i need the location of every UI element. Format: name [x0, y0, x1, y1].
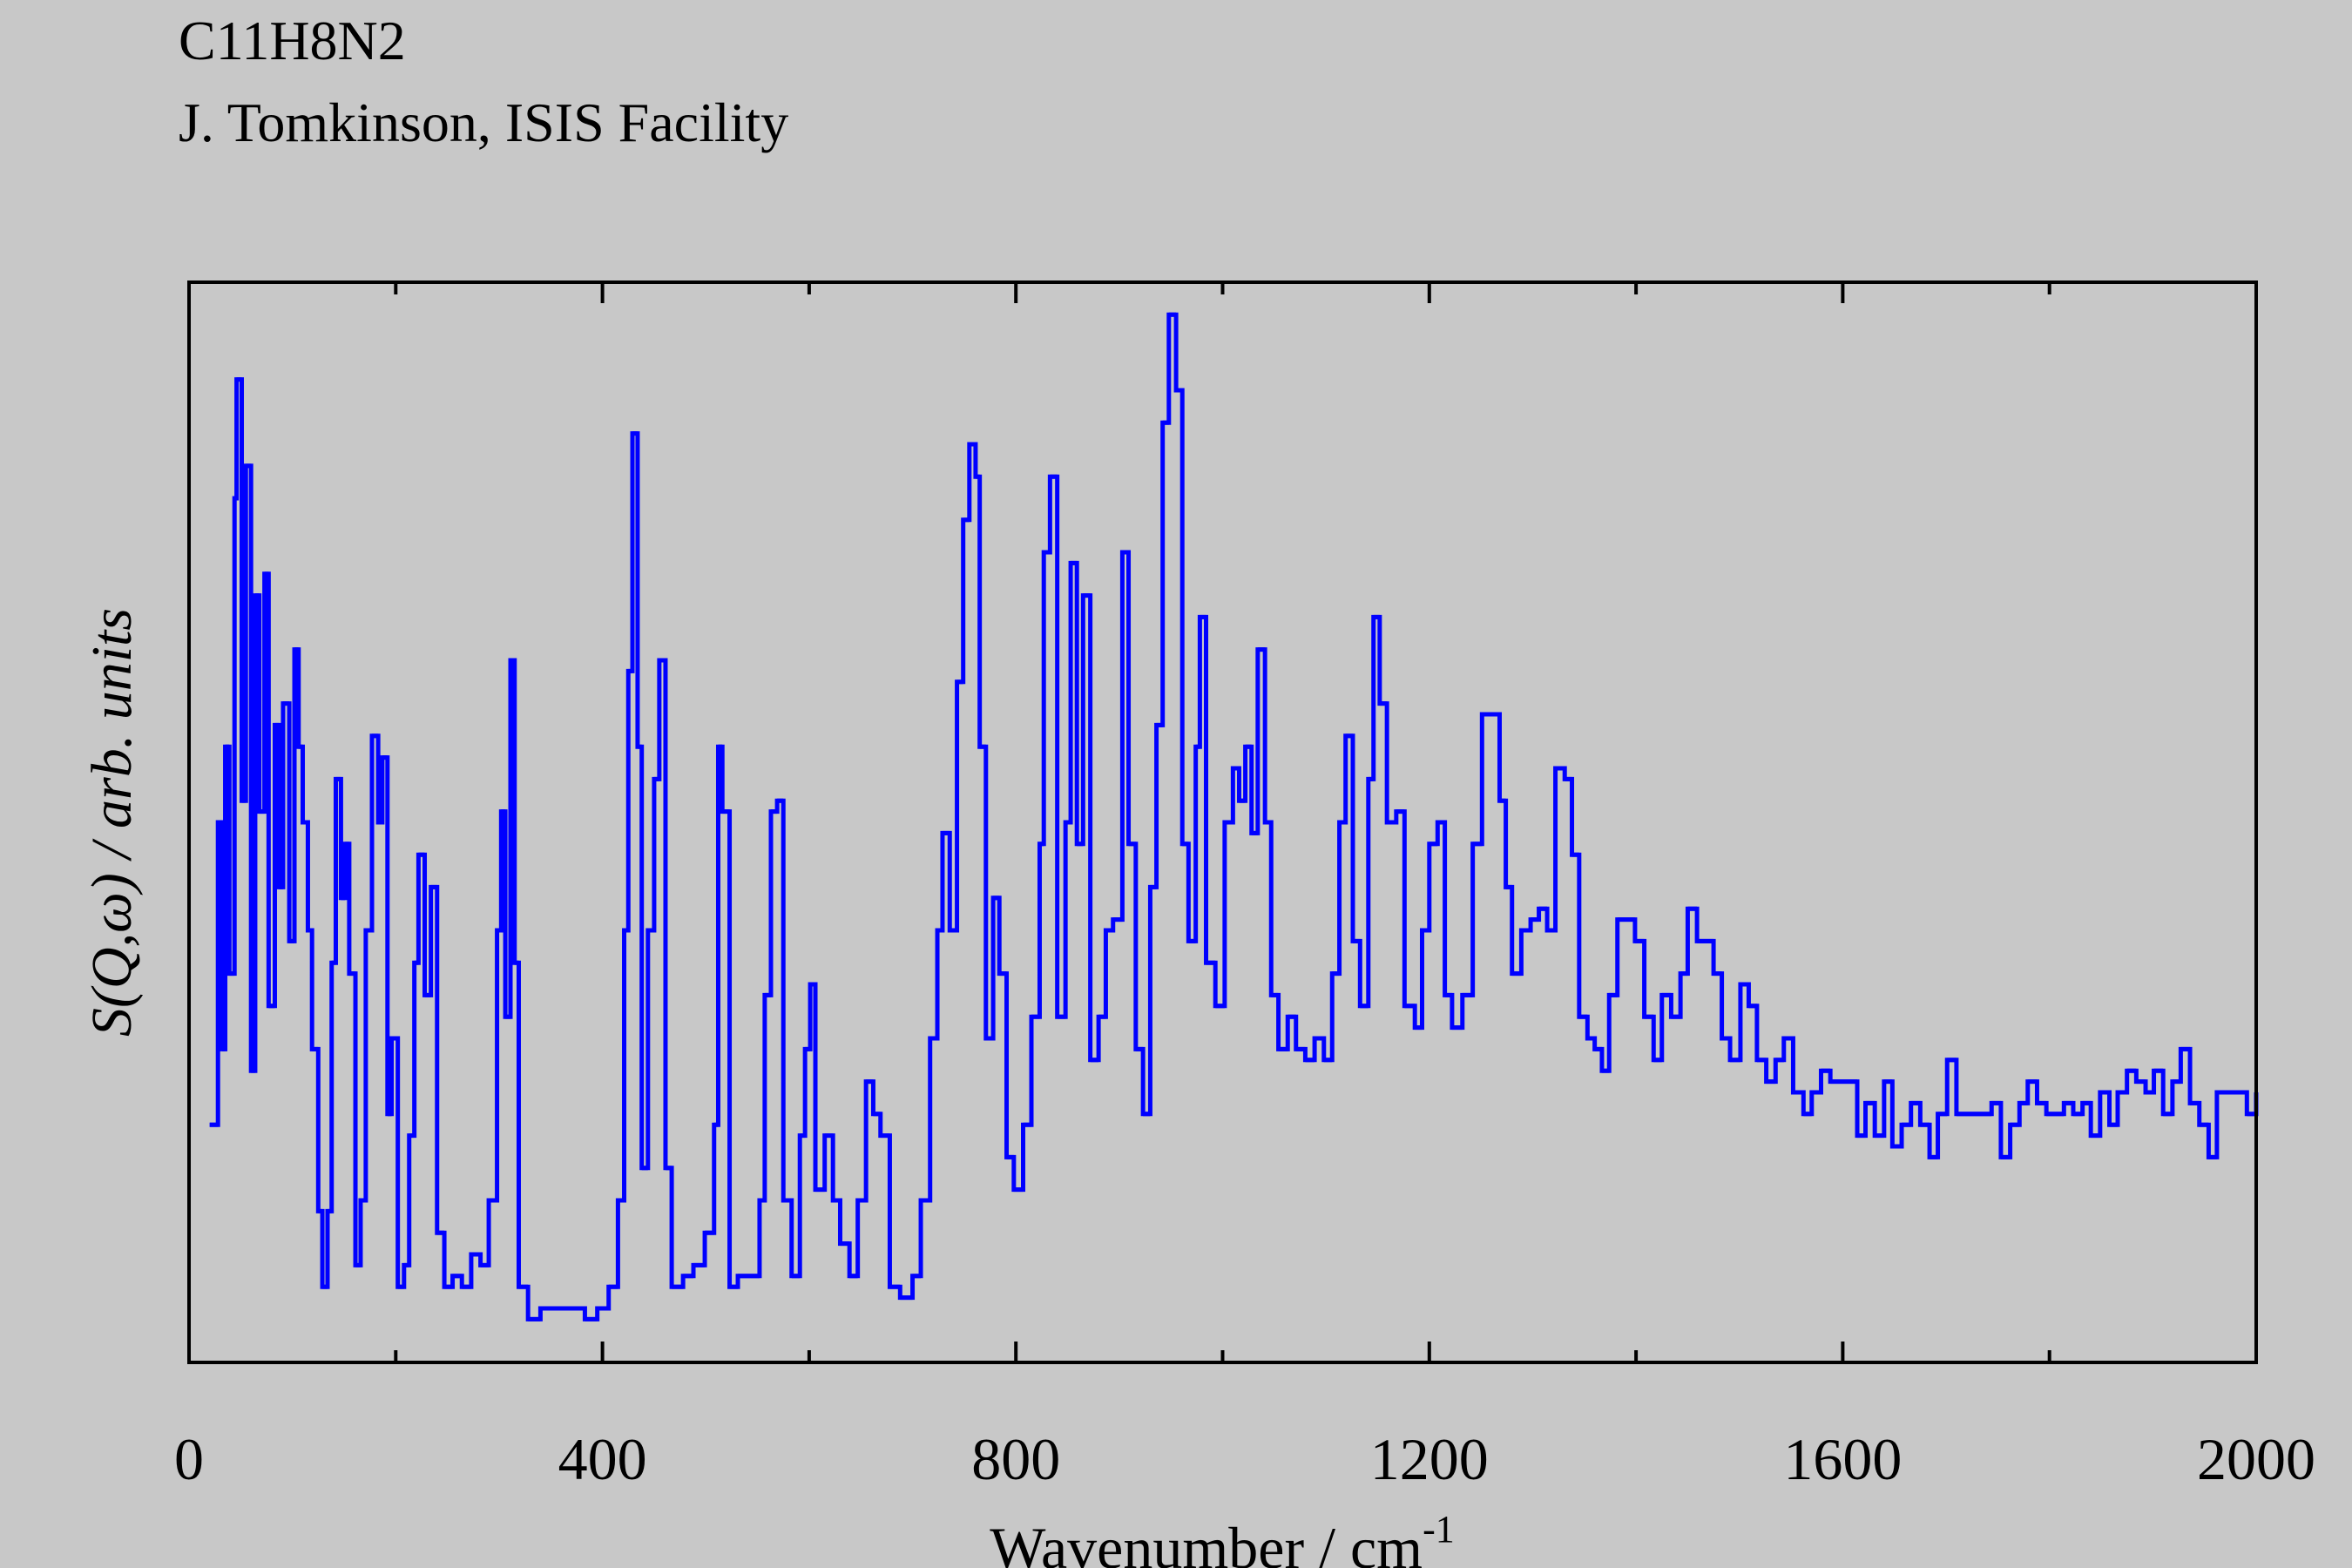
chart-title: C11H8N2 [179, 10, 406, 71]
x-tick-label: 400 [558, 1426, 647, 1492]
x-tick-label: 0 [174, 1426, 204, 1492]
x-tick-label: 800 [971, 1426, 1060, 1492]
x-tick-label: 1600 [1783, 1426, 1902, 1492]
x-tick-label: 2000 [2197, 1426, 2315, 1492]
x-axis-label-superscript: -1 [1423, 1508, 1455, 1551]
x-axis-label: Wavenumber / cm-1 [990, 1508, 1454, 1568]
x-axis-label-text: Wavenumber / cm [990, 1515, 1423, 1568]
x-tick-label: 1200 [1370, 1426, 1489, 1492]
y-axis-label: S(Q,ω) / arb. units [80, 608, 144, 1037]
chart-subtitle: J. Tomkinson, ISIS Facility [179, 91, 788, 153]
